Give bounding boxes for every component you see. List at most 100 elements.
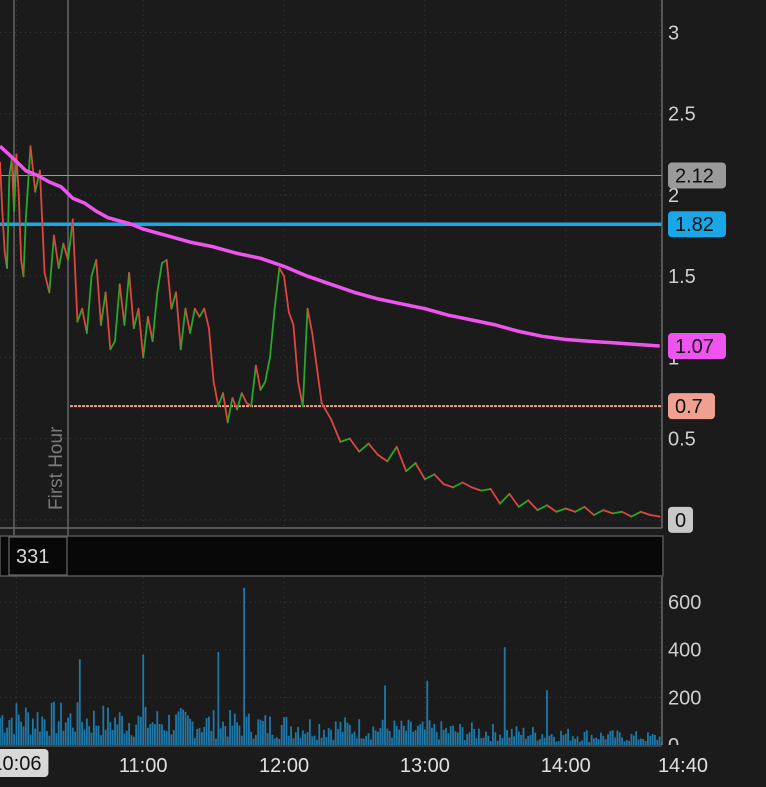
price-line-segment: [208, 327, 215, 383]
volume-bar: [649, 735, 652, 745]
volume-bar: [271, 734, 274, 745]
price-line-segment: [461, 481, 473, 489]
volume-bar: [611, 730, 614, 745]
price-line-segment: [175, 291, 182, 351]
price-line-segment: [480, 488, 492, 492]
price-line-segment: [433, 473, 445, 486]
price-line-segment: [283, 275, 290, 313]
volume-bar: [97, 725, 100, 745]
volume-bar: [330, 729, 332, 745]
price-line-segment: [156, 262, 163, 294]
volume-bar: [630, 733, 633, 745]
volume-pane[interactable]: [0, 577, 662, 745]
volume-y-tick-label: 400: [668, 640, 701, 662]
volume-bar: [445, 727, 447, 745]
volume-bar: [238, 725, 241, 745]
price-line-segment: [179, 307, 187, 351]
price-line-segment: [273, 267, 281, 310]
volume-bar: [46, 730, 48, 745]
volume-bar: [95, 725, 98, 745]
price-line-segment: [1, 210, 6, 253]
volume-bar: [597, 739, 600, 745]
volume-bar: [29, 734, 32, 745]
volume-bar: [595, 737, 598, 745]
volume-bar: [360, 738, 363, 745]
volume-bar: [78, 659, 81, 745]
volume-bar: [259, 719, 262, 745]
price-line-segment: [602, 509, 614, 515]
volume-bar: [438, 739, 440, 745]
volume-bar: [642, 738, 645, 745]
volume-bar: [301, 730, 304, 745]
volume-bar: [135, 724, 138, 745]
price-line-segment: [442, 483, 454, 489]
volume-bar: [656, 739, 659, 745]
volume-bar: [170, 734, 173, 745]
price-y-tick-label: 0.5: [668, 429, 696, 451]
volume-bar: [644, 740, 647, 745]
volume-bar: [372, 726, 375, 745]
price-line-segment: [118, 283, 126, 326]
moving-average-line: [0, 144, 660, 348]
volume-bar: [515, 726, 518, 745]
volume-bar: [585, 730, 588, 745]
volume-bar: [632, 735, 635, 745]
volume-bar: [475, 738, 478, 745]
volume-bar: [607, 734, 609, 745]
volume-bar: [57, 721, 60, 745]
volume-bar: [590, 734, 593, 745]
volume-bar: [128, 723, 131, 745]
volume-bar: [501, 738, 504, 745]
price-line-segment: [311, 332, 323, 404]
volume-bar: [351, 733, 354, 745]
volume-bar: [252, 738, 255, 745]
volume-bar: [109, 721, 112, 745]
volume-bar: [508, 737, 511, 745]
volume-bar: [416, 725, 419, 745]
volume-bar: [503, 647, 506, 745]
volume-bar: [325, 737, 328, 745]
volume-header-cell: [8, 536, 68, 576]
volume-bar: [388, 731, 391, 745]
volume-bar: [588, 741, 591, 745]
volume-bar: [513, 736, 516, 745]
volume-bar: [177, 711, 180, 745]
volume-bar: [560, 730, 562, 745]
volume-bar: [231, 725, 234, 745]
time-tick-label: 11:00: [119, 755, 168, 777]
volume-bar: [651, 733, 654, 745]
price-line-segment: [146, 315, 154, 343]
price-line-segment: [198, 307, 206, 318]
time-axis: [0, 745, 766, 782]
volume-bar: [179, 708, 182, 745]
volume-bar: [402, 725, 405, 745]
volume-bar: [353, 731, 356, 745]
volume-bar: [358, 719, 361, 745]
price-line-segment: [250, 364, 257, 408]
level-badge: [668, 333, 726, 360]
volume-bar: [628, 740, 631, 745]
volume-bar: [161, 724, 163, 745]
volume-bar: [15, 703, 18, 745]
volume-bar: [290, 726, 292, 745]
price-line-segment: [348, 437, 361, 453]
volume-bar: [163, 730, 166, 745]
volume-bar: [55, 733, 58, 745]
volume-bar: [191, 721, 194, 745]
level-badge: [668, 211, 726, 238]
volume-bar: [367, 733, 370, 745]
volume-bar: [492, 724, 494, 745]
volume-bar: [407, 719, 410, 745]
price-line-segment: [132, 307, 140, 330]
volume-bar: [447, 733, 450, 745]
price-pane[interactable]: [0, 0, 662, 528]
volume-bar: [384, 685, 386, 745]
price-line-segment: [527, 499, 539, 512]
price-line-segment: [240, 392, 248, 404]
volume-bar: [299, 738, 302, 745]
level-badge: [668, 506, 693, 533]
price-line-segment: [593, 509, 605, 516]
volume-bar: [365, 735, 368, 745]
price-line-segment: [90, 259, 98, 278]
